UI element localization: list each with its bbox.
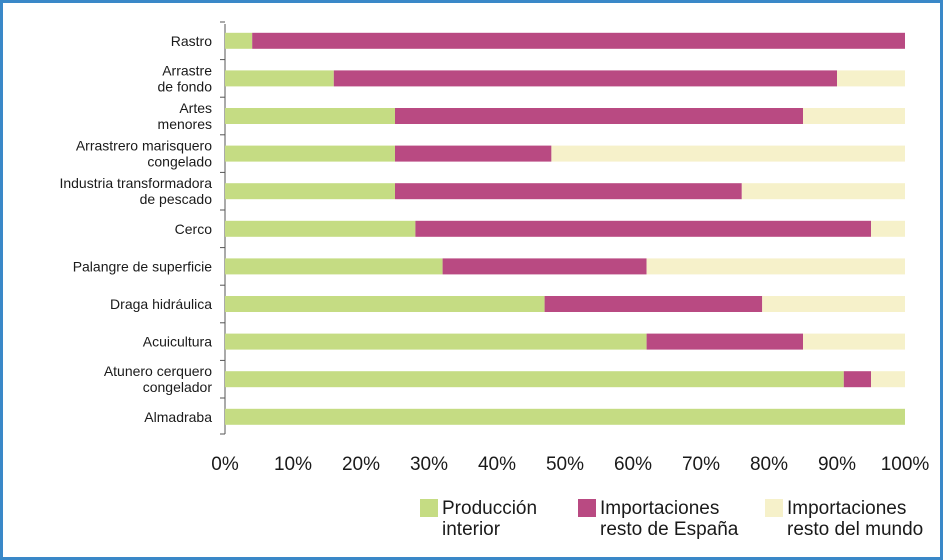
x-tick-label: 30% — [410, 454, 448, 475]
category-label: Palangre de superficie — [73, 258, 213, 274]
x-tick-label: 80% — [750, 454, 788, 475]
bar-segment — [871, 371, 905, 388]
bar-segment — [252, 32, 905, 49]
bar-segment — [871, 220, 905, 237]
bar-segment — [741, 183, 905, 200]
x-tick-label: 50% — [546, 454, 584, 475]
bar-segment — [225, 258, 443, 275]
bar-segment — [225, 32, 253, 49]
bar-segment — [803, 333, 905, 350]
bar-segment — [225, 371, 844, 388]
bar-segment — [225, 296, 545, 312]
bar-segment — [395, 183, 742, 200]
legend-label: Importaciones resto del mundo — [787, 498, 923, 540]
legend-swatch — [578, 499, 596, 517]
bar-segment — [544, 296, 763, 312]
x-tick-label: 70% — [682, 454, 720, 475]
x-tick-label: 0% — [211, 454, 239, 475]
x-tick-label: 40% — [478, 454, 516, 475]
bar-segment — [837, 70, 905, 87]
category-label: Rastro — [171, 33, 212, 49]
bar-segment — [225, 408, 905, 425]
bar-segment — [225, 108, 395, 124]
bar-segment — [415, 220, 871, 237]
bar-segment — [225, 145, 395, 162]
bar-segment — [395, 145, 552, 162]
x-tick-label: 20% — [342, 454, 380, 475]
bar-segment — [225, 220, 416, 237]
bar-segment — [843, 371, 871, 388]
bar-segment — [442, 258, 647, 275]
category-label: Industria transformadora de pescado — [59, 175, 212, 207]
category-label: Draga hidráulica — [110, 296, 212, 312]
category-label: Arrastre de fondo — [158, 62, 213, 94]
bar-segment — [225, 70, 334, 87]
category-label: Acuicultura — [143, 334, 212, 350]
bar-segment — [225, 333, 647, 350]
category-label: Artes menores — [158, 100, 212, 132]
x-tick-label: 100% — [881, 454, 930, 475]
bar-segment — [225, 183, 395, 200]
x-tick-label: 90% — [818, 454, 856, 475]
bar-segment — [762, 296, 905, 312]
x-tick-label: 10% — [274, 454, 312, 475]
bar-segment — [646, 258, 905, 275]
legend-label: Importaciones resto de España — [600, 498, 739, 540]
bar-segment — [646, 333, 803, 350]
category-label: Atunero cerquero congelador — [104, 363, 213, 395]
category-label: Cerco — [175, 221, 213, 237]
legend-swatch — [765, 499, 783, 517]
legend-swatch — [420, 499, 438, 517]
category-label: Arrastrero marisquero congelado — [76, 138, 212, 170]
legend-label: Producción interior — [442, 498, 537, 540]
bar-segment — [333, 70, 837, 87]
category-label: Almadraba — [144, 409, 212, 425]
bar-segment — [395, 108, 803, 124]
x-tick-label: 60% — [614, 454, 652, 475]
bar-segment — [803, 108, 905, 124]
bar-segment — [551, 145, 905, 162]
